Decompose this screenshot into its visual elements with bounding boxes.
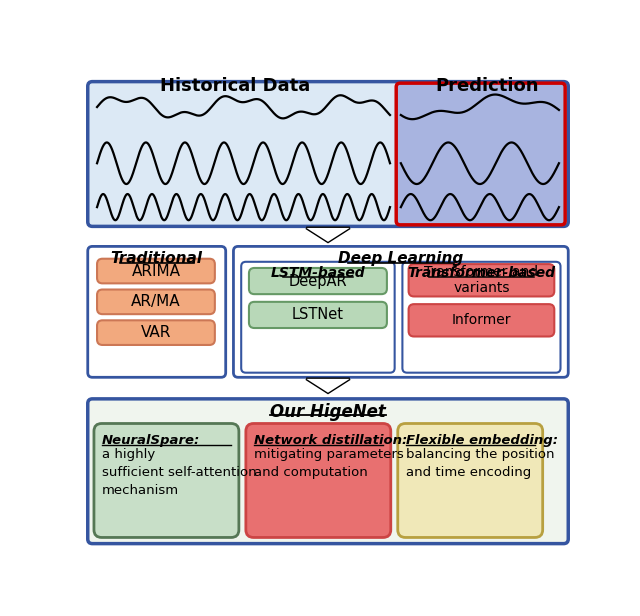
FancyBboxPatch shape [408,304,554,336]
Text: Transformer-based: Transformer-based [408,266,556,280]
Text: LSTNet: LSTNet [292,307,344,322]
Polygon shape [307,228,349,241]
Polygon shape [307,379,349,393]
Polygon shape [307,379,349,393]
Text: Deep Learning: Deep Learning [338,251,463,266]
Text: Flexible embedding:: Flexible embedding: [406,434,557,447]
Text: Informer: Informer [452,314,511,327]
Polygon shape [307,228,349,241]
FancyBboxPatch shape [403,262,561,373]
FancyBboxPatch shape [234,246,568,377]
FancyBboxPatch shape [396,83,565,225]
FancyBboxPatch shape [88,246,226,377]
FancyBboxPatch shape [97,320,215,345]
Text: Transformer and
variants: Transformer and variants [424,265,538,296]
FancyBboxPatch shape [88,399,568,543]
Polygon shape [307,379,349,393]
FancyBboxPatch shape [88,81,568,226]
Text: Historical Data: Historical Data [160,77,310,95]
Text: a highly
sufficient self-attention
mechanism: a highly sufficient self-attention mecha… [102,448,257,497]
FancyBboxPatch shape [97,259,215,283]
FancyBboxPatch shape [249,268,387,294]
Text: Network distillation:: Network distillation: [253,434,407,447]
FancyBboxPatch shape [241,262,395,373]
Text: Traditional: Traditional [111,251,203,266]
Text: NeuralSpare:: NeuralSpare: [102,434,200,447]
FancyBboxPatch shape [246,424,391,537]
FancyBboxPatch shape [408,264,554,296]
Text: balancing the position
and time encoding: balancing the position and time encoding [406,448,554,479]
FancyBboxPatch shape [249,302,387,328]
Text: ARIMA: ARIMA [131,264,180,278]
FancyBboxPatch shape [397,424,543,537]
FancyBboxPatch shape [94,424,239,537]
Text: DeepAR: DeepAR [289,274,348,288]
Text: Prediction: Prediction [435,77,539,95]
Text: mitigating parameters
and computation: mitigating parameters and computation [253,448,403,479]
Polygon shape [307,228,349,241]
FancyBboxPatch shape [97,290,215,314]
Text: Our HigeNet: Our HigeNet [270,403,386,421]
Text: AR/MA: AR/MA [131,294,180,309]
Text: LSTM-based: LSTM-based [271,266,365,280]
Text: VAR: VAR [141,325,171,340]
